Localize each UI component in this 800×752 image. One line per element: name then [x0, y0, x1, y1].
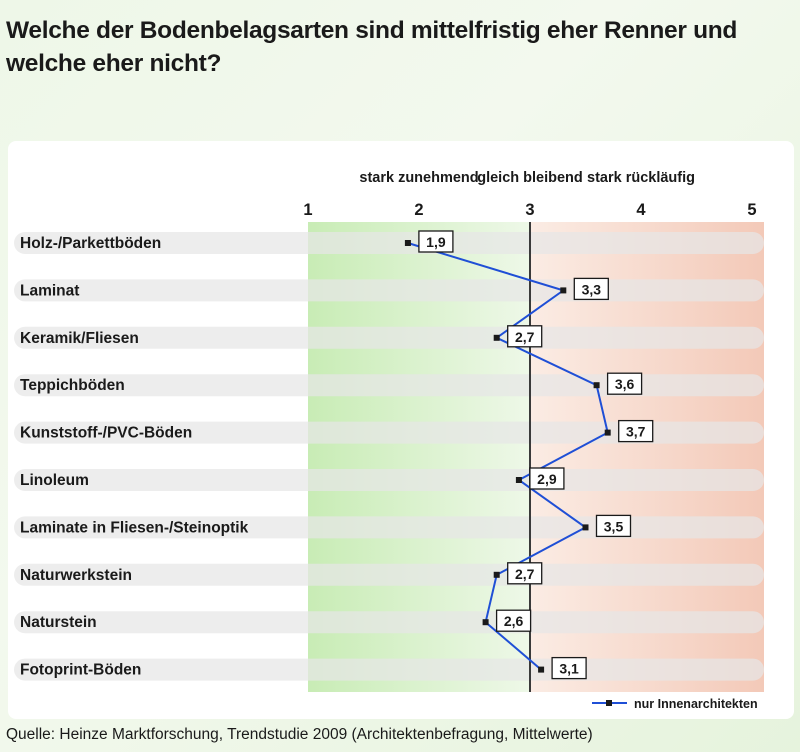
- data-label-box: [495, 609, 532, 632]
- category-label: Keramik/Fliesen: [20, 330, 139, 347]
- chart-title: Welche der Bodenbelagsarten sind mittelf…: [6, 17, 738, 77]
- axis-tick-label: 4: [636, 201, 646, 219]
- data-point: [404, 240, 411, 246]
- data-point: [582, 524, 589, 531]
- legend-marker: [606, 700, 612, 706]
- category-label: Linoleum: [20, 472, 89, 489]
- data-label-box: [551, 656, 587, 680]
- data-label: 2,6: [504, 613, 524, 629]
- source-note: Quelle: Heinze Marktforschung, Trendstud…: [6, 726, 593, 743]
- category-label: Fotoprint-Böden: [20, 662, 141, 679]
- data-label: 2,7: [515, 566, 535, 582]
- data-point: [482, 619, 489, 626]
- category-label: Laminate in Fliesen-/Steinoptik: [20, 519, 249, 536]
- data-label: 2,7: [515, 329, 535, 345]
- scale-label: gleich bleibend: [477, 170, 583, 186]
- scale-label: stark rückläufig: [587, 170, 695, 186]
- row-band: [14, 469, 764, 491]
- data-point: [515, 477, 522, 483]
- category-label: Kunststoff-/PVC-Böden: [20, 425, 192, 442]
- data-label: 3,5: [604, 518, 624, 534]
- data-point: [593, 382, 600, 389]
- data-point: [493, 571, 500, 578]
- data-label: 3,7: [626, 424, 646, 440]
- data-label: 3,3: [582, 281, 602, 297]
- data-label-box: [606, 372, 643, 395]
- row-band: [14, 374, 764, 397]
- data-label-box: [595, 514, 632, 538]
- row-band: [14, 611, 764, 634]
- data-label: 1,9: [426, 234, 446, 250]
- data-label-box: [507, 325, 543, 348]
- legend-box: [587, 693, 767, 714]
- category-label: Naturwerkstein: [20, 567, 132, 584]
- category-label: Laminat: [20, 282, 79, 299]
- axis-tick-label: 3: [525, 201, 534, 219]
- category-label: Naturstein: [20, 614, 97, 631]
- data-point: [560, 287, 567, 294]
- data-label-box: [529, 467, 565, 490]
- row-band: [14, 421, 764, 444]
- row-band: [14, 563, 764, 586]
- axis-tick-label: 2: [414, 201, 423, 219]
- axis-tick-label: 1: [303, 201, 312, 219]
- data-point: [538, 666, 545, 673]
- data-label: 3,1: [559, 661, 579, 677]
- data-label-box: [573, 277, 609, 301]
- data-point: [493, 334, 500, 341]
- data-point: [604, 429, 611, 436]
- scale-label: stark zunehmend: [359, 170, 478, 186]
- category-label: Teppichböden: [20, 377, 125, 394]
- row-band: [14, 326, 764, 349]
- series-line: [407, 242, 609, 671]
- data-label-box: [418, 230, 454, 253]
- category-label: Holz-/Parkettböden: [20, 235, 161, 252]
- row-band: [14, 279, 764, 302]
- data-label-box: [618, 419, 654, 443]
- data-label-box: [507, 562, 543, 585]
- row-band: [14, 232, 764, 254]
- legend-label: nur Innenarchitekten: [634, 697, 758, 711]
- data-label: 3,6: [615, 376, 635, 392]
- data-label: 2,9: [537, 471, 557, 487]
- axis-tick-label: 5: [747, 201, 756, 219]
